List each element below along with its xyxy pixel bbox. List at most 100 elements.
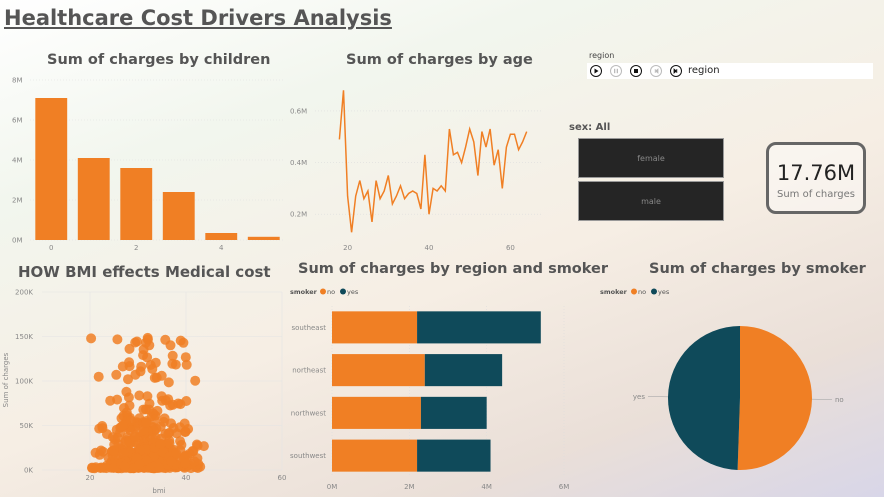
legend-marker-yes bbox=[340, 288, 346, 295]
scatter-point bbox=[126, 415, 136, 426]
scatter-point bbox=[189, 456, 200, 467]
scatter-point bbox=[93, 371, 104, 382]
previous-icon bbox=[654, 68, 659, 74]
bar-children-5 bbox=[247, 236, 280, 240]
smoker-pie-title: Sum of charges by smoker bbox=[649, 261, 866, 277]
region-smoker-chart-title: Sum of charges by region and smoker bbox=[298, 261, 609, 277]
scatter-point bbox=[109, 439, 120, 450]
bar-children-0 bbox=[35, 98, 68, 240]
next-button[interactable] bbox=[670, 65, 682, 77]
legend-marker-yes bbox=[651, 288, 657, 295]
scatter-point bbox=[124, 343, 135, 354]
scatter-point bbox=[147, 364, 158, 374]
scatter-point bbox=[147, 433, 158, 444]
scatter-point bbox=[156, 370, 167, 381]
sex-option-male[interactable]: male bbox=[578, 181, 724, 221]
y-tick-label: 2M bbox=[12, 197, 23, 205]
stop-icon bbox=[634, 69, 638, 73]
scatter-point bbox=[141, 417, 152, 428]
card-value: 17.76M bbox=[776, 161, 856, 185]
pause-button[interactable] bbox=[610, 65, 622, 77]
x-tick-label: 20 bbox=[86, 474, 95, 482]
x-tick-label: 4 bbox=[219, 244, 224, 252]
page-title: Healthcare Cost Drivers Analysis bbox=[4, 6, 392, 30]
x-tick-label: 0M bbox=[327, 483, 338, 491]
scatter-point bbox=[138, 425, 149, 436]
scatter-point bbox=[171, 448, 182, 459]
next-icon bbox=[673, 68, 678, 74]
scatter-point bbox=[111, 369, 122, 380]
bar-southwest-no bbox=[332, 439, 418, 472]
bar-southeast-yes bbox=[417, 311, 541, 344]
bar-northeast-yes bbox=[424, 354, 503, 387]
age-series-line bbox=[338, 90, 528, 233]
region-play-axis: region bbox=[587, 63, 873, 79]
sex-option-female[interactable]: female bbox=[578, 138, 724, 178]
region-smoker-chart: smoker no yes 0M 2M 4M 6M southeast northeast nor… bbox=[290, 288, 570, 491]
bmi-chart: 0K 50K 100K 150K 200K 20 40 60 bmi Sum of charges bbox=[2, 289, 287, 496]
play-button[interactable] bbox=[590, 65, 602, 77]
bar-children-3 bbox=[162, 192, 195, 240]
y-tick-label: southeast bbox=[291, 324, 326, 332]
y-tick-label: 8M bbox=[12, 77, 23, 85]
legend-label-no: no bbox=[638, 288, 646, 296]
x-tick-label: 4M bbox=[481, 483, 492, 491]
scatter-point bbox=[155, 438, 166, 449]
y-tick-label: 200K bbox=[15, 289, 33, 297]
y-tick-label: 6M bbox=[12, 117, 23, 125]
y-tick-label: 0.6M bbox=[290, 107, 307, 115]
children-chart-title: Sum of charges by children bbox=[47, 52, 271, 68]
scatter-point bbox=[190, 375, 201, 386]
scatter-point bbox=[167, 358, 178, 369]
legend-marker-no bbox=[631, 288, 637, 295]
scatter-point bbox=[96, 445, 106, 456]
scatter-point bbox=[180, 352, 191, 363]
x-tick-label: 40 bbox=[182, 474, 191, 482]
bar-northwest-yes bbox=[420, 396, 487, 429]
legend-marker-no bbox=[320, 288, 326, 295]
scatter-point bbox=[156, 391, 167, 402]
scatter-point bbox=[94, 423, 105, 434]
previous-button[interactable] bbox=[650, 65, 662, 77]
sex-slicer-header: sex: All bbox=[569, 122, 611, 133]
bar-children-2 bbox=[120, 168, 153, 240]
y-tick-label: 4M bbox=[12, 157, 23, 165]
scatter-point bbox=[155, 421, 166, 432]
card-caption: Sum of charges bbox=[776, 189, 856, 200]
y-axis-title: Sum of charges bbox=[2, 352, 10, 407]
total-charges-card: 17.76M Sum of charges bbox=[766, 142, 866, 214]
y-tick-label: 100K bbox=[15, 378, 33, 386]
age-chart-title: Sum of charges by age bbox=[346, 52, 533, 68]
scatter-point bbox=[152, 405, 163, 416]
region-slicer-label: region bbox=[589, 51, 615, 60]
pause-icon bbox=[614, 68, 618, 74]
x-tick-label: 60 bbox=[278, 474, 287, 482]
scatter-point bbox=[108, 462, 119, 473]
scatter-point bbox=[165, 340, 176, 351]
scatter-point bbox=[86, 333, 97, 344]
scatter-point bbox=[107, 432, 118, 443]
scatter-point bbox=[87, 463, 98, 474]
stop-button[interactable] bbox=[630, 65, 642, 77]
scatter-point bbox=[117, 420, 128, 431]
scatter-point bbox=[163, 377, 174, 388]
legend-title: smoker bbox=[600, 288, 628, 296]
play-icon bbox=[594, 68, 599, 74]
x-tick-label: 0 bbox=[49, 244, 53, 252]
x-tick-label: 60 bbox=[506, 244, 515, 252]
scatter-point bbox=[167, 350, 178, 361]
x-tick-label: 6M bbox=[559, 483, 570, 491]
pie-label-no: no bbox=[835, 396, 844, 404]
scatter-point bbox=[124, 400, 135, 411]
scatter-point bbox=[128, 463, 139, 474]
scatter-point bbox=[112, 334, 123, 345]
y-tick-label: 0K bbox=[24, 467, 33, 475]
y-tick-label: 0.4M bbox=[290, 159, 307, 167]
bar-northeast-no bbox=[332, 354, 425, 387]
legend-label-yes: yes bbox=[347, 288, 359, 296]
scatter-point bbox=[117, 361, 128, 372]
legend-label-no: no bbox=[327, 288, 335, 296]
bar-southeast-no bbox=[332, 311, 418, 344]
scatter-point bbox=[149, 414, 160, 425]
bar-southwest-yes bbox=[417, 439, 491, 472]
